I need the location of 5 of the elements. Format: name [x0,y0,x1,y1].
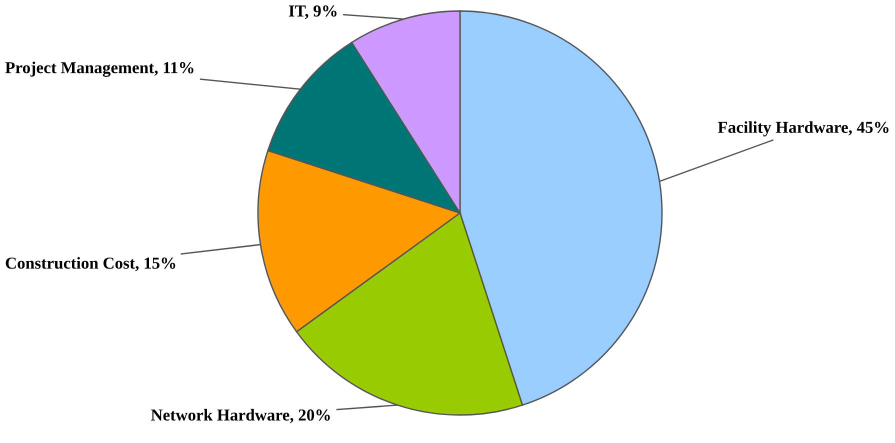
slice-label: Network Hardware, 20% [151,408,330,424]
slice-label: Project Management, 11% [5,62,194,77]
slice-label: Facility Hardware, 45% [718,121,888,136]
slice-label: IT, 9% [288,5,336,20]
slice-label: Construction Cost, 15% [6,257,176,272]
